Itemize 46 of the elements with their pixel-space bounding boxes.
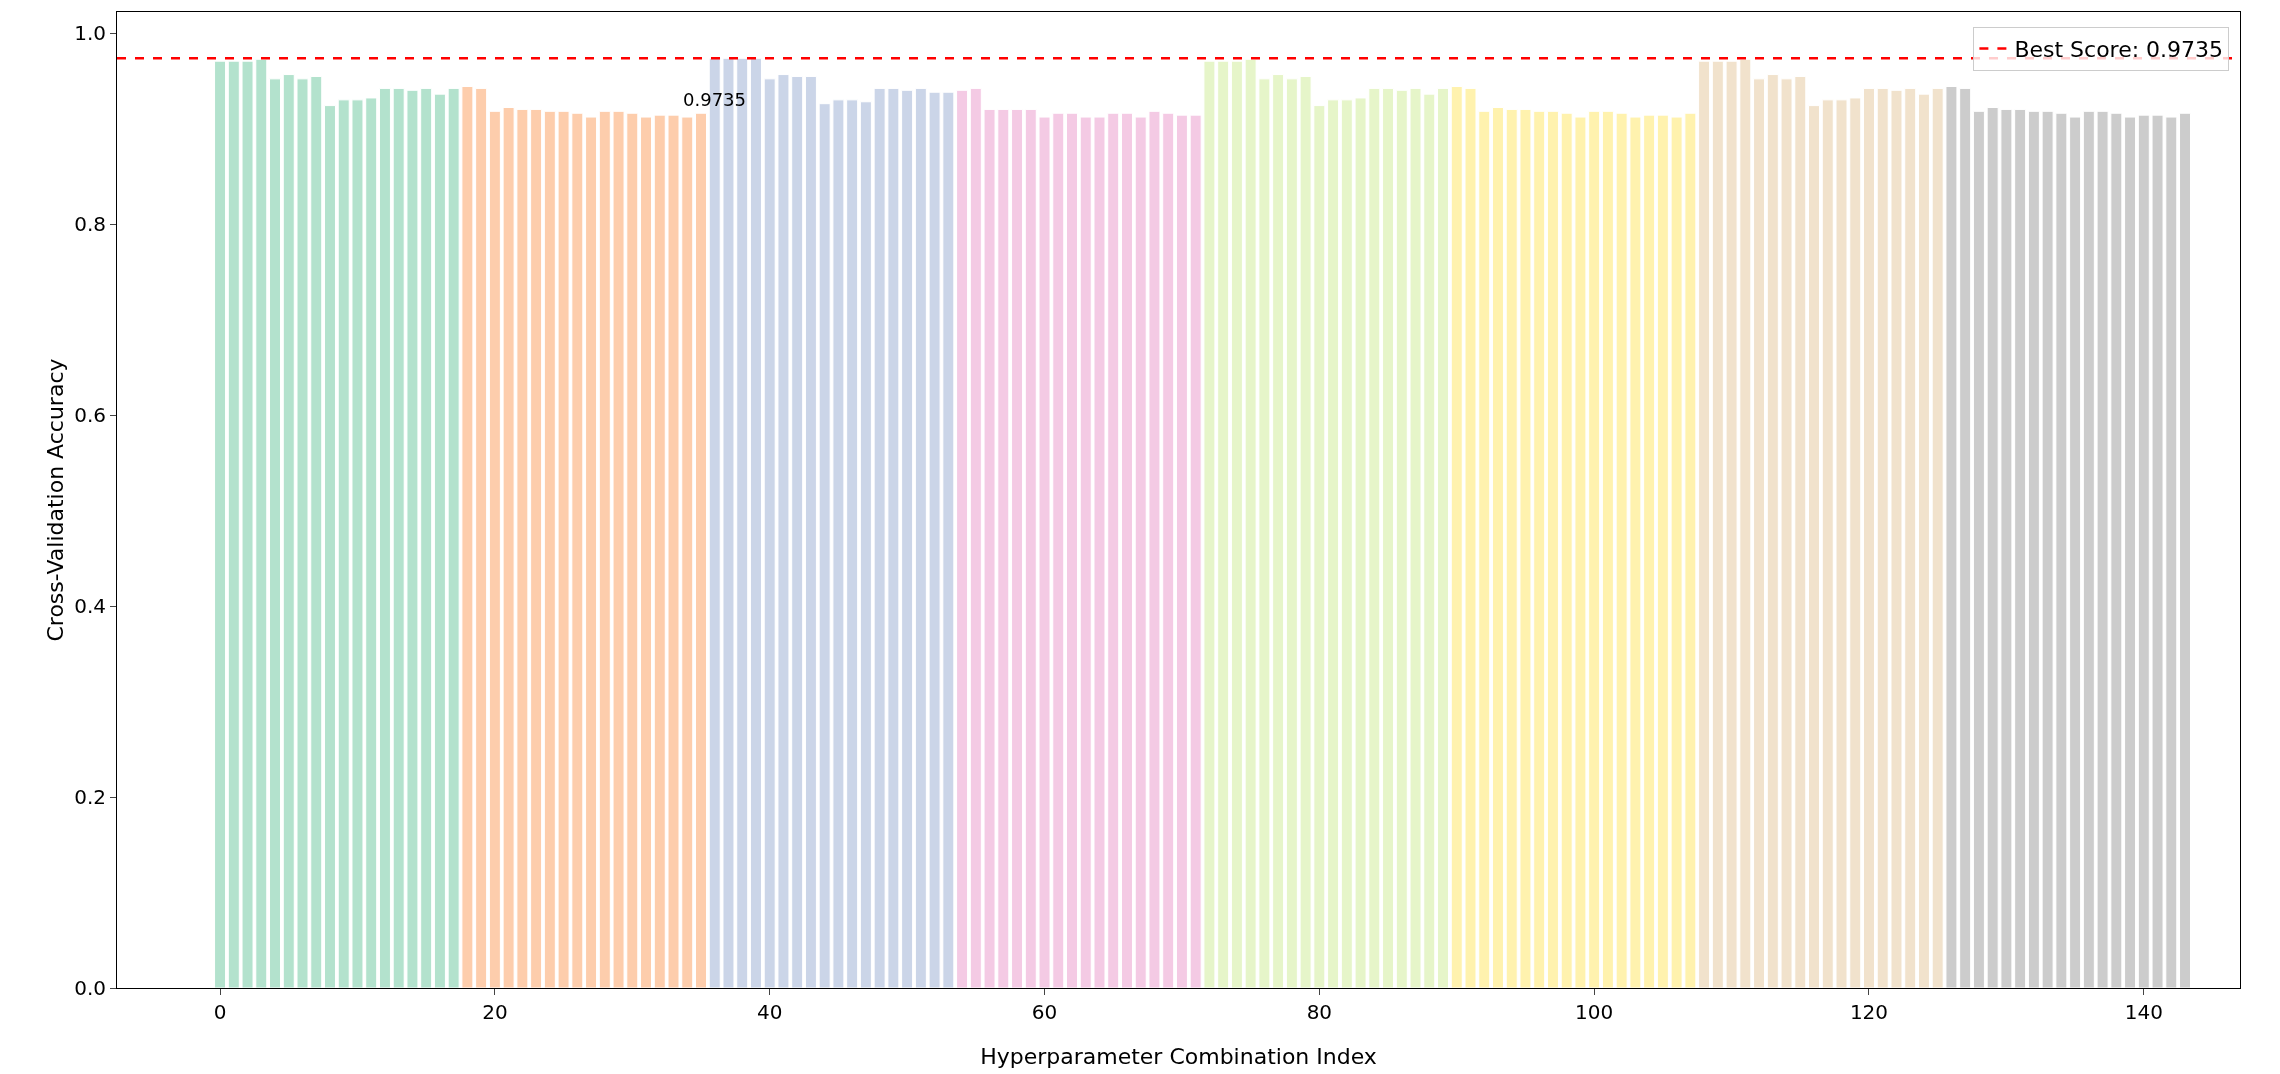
bar: [1066, 112, 1078, 988]
bar: [804, 75, 817, 988]
bar: [1862, 87, 1875, 988]
bar: [323, 105, 336, 988]
x-tick-label: 0: [213, 1000, 227, 1024]
bar: [1917, 93, 1930, 988]
bar: [695, 112, 707, 988]
y-tick-label: 0.2: [74, 785, 106, 809]
y-axis-title: Cross-Validation Accuracy: [43, 358, 68, 642]
bar: [1327, 99, 1340, 988]
x-tick-label: 100: [1575, 1000, 1614, 1024]
x-tick-label: 20: [482, 1000, 508, 1024]
bar: [640, 116, 653, 988]
bar: [1382, 87, 1395, 988]
x-tick-label: 60: [1031, 1000, 1058, 1024]
bar: [1120, 112, 1133, 988]
bar: [269, 78, 282, 988]
x-axis-title: Hyperparameter Combination Index: [980, 1044, 1377, 1069]
bar: [1808, 105, 1821, 988]
bar: [1011, 108, 1024, 988]
y-tick-label: 0.4: [74, 594, 106, 618]
bar: [585, 116, 598, 988]
annotation: 0.9735: [683, 89, 746, 110]
ref-line-label: Best Score: 0.9735: [2014, 37, 2224, 63]
bar: [1753, 78, 1766, 988]
bar: [2179, 112, 2192, 988]
bar: [749, 57, 762, 988]
bar: [378, 87, 391, 988]
bar: [2124, 116, 2137, 988]
x-tick-label: 140: [2124, 1000, 2163, 1024]
bar: [1491, 107, 1504, 988]
x-tick-label: 80: [1306, 1000, 1333, 1024]
bar: [1601, 110, 1614, 988]
y-tick-label: 1.0: [74, 21, 106, 46]
bar: [956, 89, 969, 988]
y-tick-label: 0.6: [74, 403, 106, 428]
y-tick-label: 0.0: [74, 976, 106, 1000]
x-tick-label: 40: [756, 1000, 783, 1024]
bar: [1175, 114, 1188, 988]
bar: [214, 60, 227, 988]
bar: [1437, 87, 1450, 988]
bar: [1546, 110, 1559, 988]
bar: [1972, 110, 1985, 988]
bar: [433, 93, 446, 988]
y-tick-label: 0.8: [74, 212, 106, 237]
x-tick-label: 120: [1849, 1000, 1889, 1024]
